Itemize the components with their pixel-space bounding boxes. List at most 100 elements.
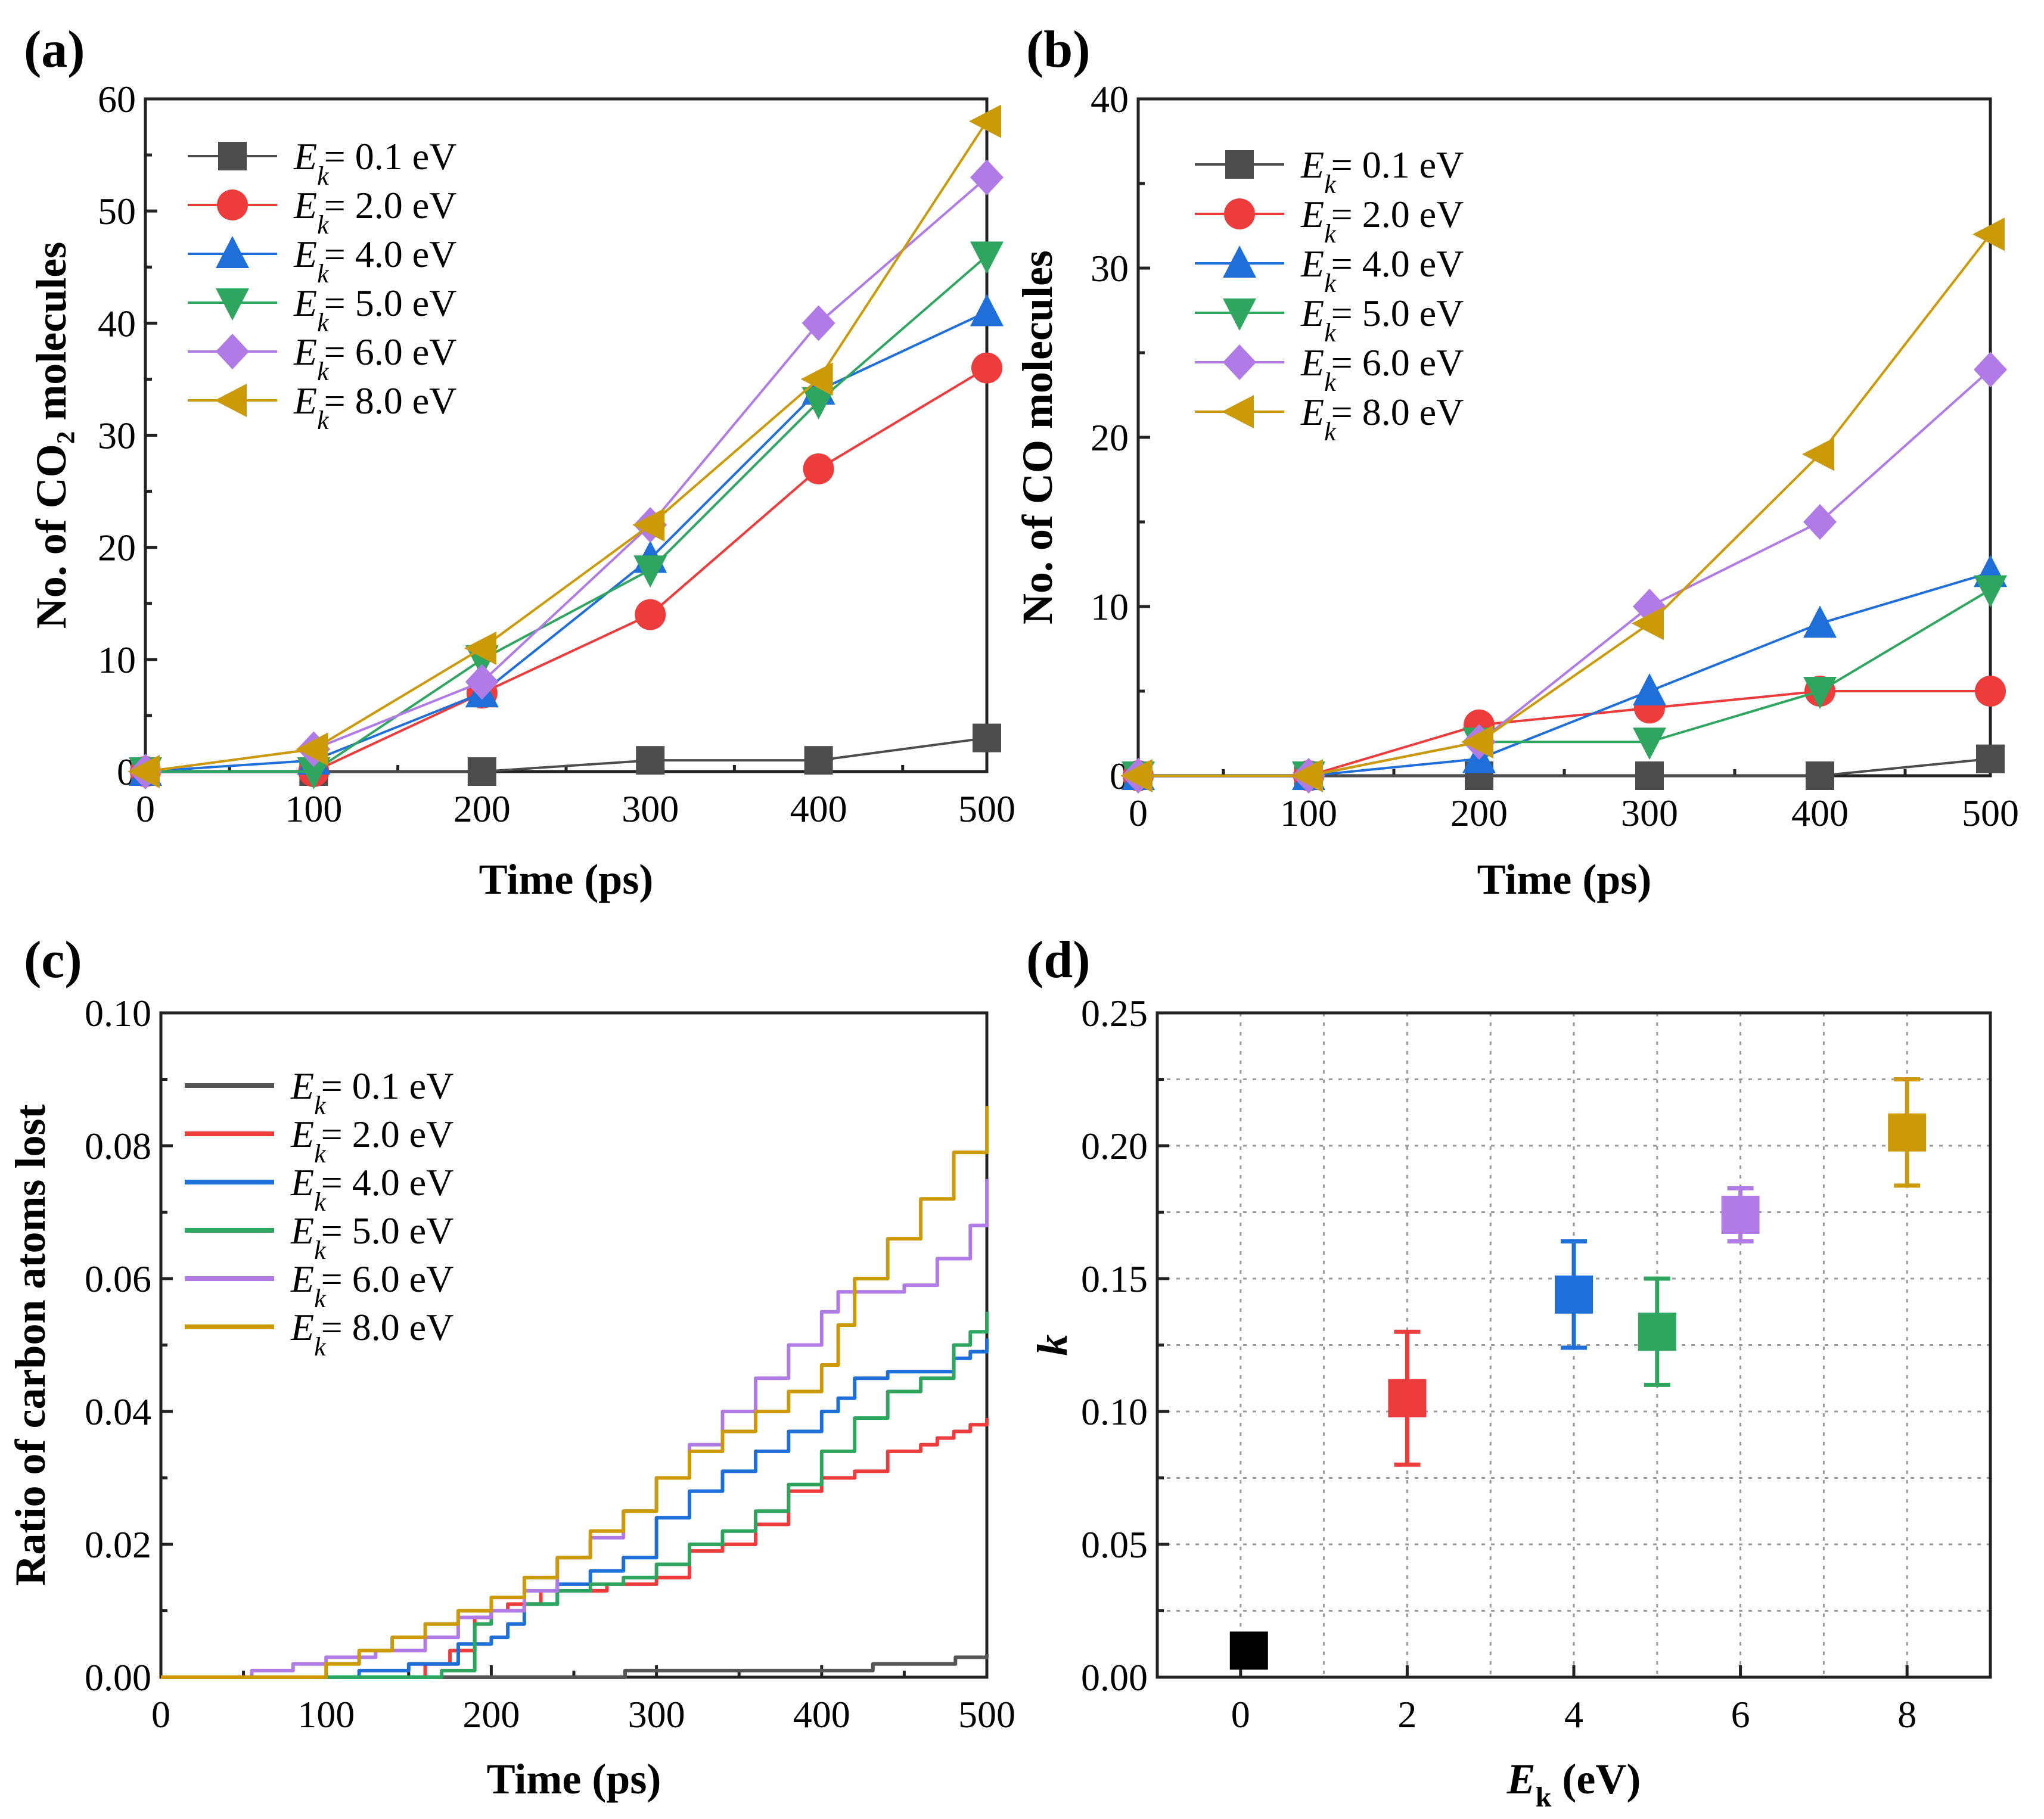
panel-label: (b) <box>1026 21 1091 79</box>
legend-var: E <box>290 1209 314 1252</box>
series-3-point-4 <box>1803 677 1837 709</box>
series-3-point-4 <box>802 387 835 420</box>
x-tick-label: 500 <box>1962 792 2019 834</box>
legend-text: = 6.0 eV <box>324 331 457 373</box>
legend-text: = 6.0 eV <box>321 1258 454 1300</box>
legend-marker-2 <box>1223 245 1256 278</box>
y-tick-label: 30 <box>98 415 136 457</box>
series-2-point-5 <box>970 294 1004 327</box>
x-axis-label-sub: k <box>1536 1781 1552 1813</box>
x-axis-label: Ek (eV) <box>1506 1755 1641 1813</box>
series-0-point-4 <box>804 746 833 775</box>
legend-text: = 4.0 eV <box>321 1161 454 1204</box>
legend-label-5: Ek= 8.0 eV <box>1300 391 1464 446</box>
data-point-1 <box>1388 1379 1427 1417</box>
y-tick-label: 0.06 <box>85 1258 151 1300</box>
y-tick-label: 10 <box>1091 586 1129 628</box>
legend-text: = 5.0 eV <box>1331 292 1464 334</box>
series-0-point-5 <box>973 723 1001 753</box>
x-tick-label: 0 <box>1129 792 1148 834</box>
series-5-point-0 <box>1120 759 1153 792</box>
legend-text: = 4.0 eV <box>1331 242 1464 285</box>
series-5-point-1 <box>1291 759 1323 792</box>
x-tick-label: 4 <box>1564 1693 1583 1736</box>
y-axis-label: No. of CO molecules <box>1014 250 1061 624</box>
legend-text: = 0.1 eV <box>324 135 457 178</box>
legend-text: = 8.0 eV <box>324 380 457 422</box>
legend-marker-3 <box>216 288 249 321</box>
panel-c: 0 100 200 300 400 500 0.00 0.02 0.04 0.06 0.08 0.10… <box>7 931 1015 1803</box>
y-tick-label: 0.20 <box>1081 1125 1148 1167</box>
data-point-4 <box>1721 1195 1760 1234</box>
y-axis-label: k <box>1029 1335 1076 1356</box>
legend-marker-4 <box>216 334 249 369</box>
y-tick-label: 0.10 <box>1081 1391 1148 1433</box>
legend-var: E <box>1300 341 1324 384</box>
x-tick-label: 100 <box>1280 792 1337 834</box>
legend-var: E <box>293 380 317 422</box>
legend-text: = 2.0 eV <box>324 184 457 226</box>
legend-label-3: Ek= 5.0 eV <box>1300 292 1464 347</box>
legend-marker-2 <box>216 236 249 268</box>
series-3-point-5 <box>970 241 1004 274</box>
legend-label-1: Ek= 2.0 eV <box>1300 193 1464 248</box>
x-tick-label: 400 <box>793 1693 850 1736</box>
x-axis-label-var: E <box>1506 1755 1536 1803</box>
series-line-1 <box>1138 690 1990 777</box>
series-5-point-4 <box>800 362 833 396</box>
legend-text: = 0.1 eV <box>321 1065 454 1107</box>
panel-d: 0 2 4 6 80.000.050.100.150.200.25(d)Ek (eV)k <box>1026 931 1992 1813</box>
x-axis-label: Time (ps) <box>1477 856 1652 903</box>
legend-sub: k <box>314 1139 327 1168</box>
legend-text: = 4.0 eV <box>324 233 457 275</box>
series-5-point-1 <box>296 732 328 766</box>
legend-var: E <box>290 1306 314 1348</box>
series-4-point-5 <box>970 159 1004 195</box>
series-line-3 <box>145 254 988 773</box>
legend-label-0: Ek= 0.1 eV <box>293 135 456 191</box>
series-4-point-2 <box>465 664 499 700</box>
x-tick-label: 0 <box>1231 1693 1250 1736</box>
y-tick-label: 40 <box>98 302 136 344</box>
series-line-4 <box>145 176 988 773</box>
series-5-point-4 <box>1802 437 1834 471</box>
legend-label-4: Ek= 6.0 eV <box>1300 341 1464 397</box>
legend-var: E <box>290 1065 314 1107</box>
legend-sub: k <box>1324 170 1337 199</box>
legend-marker-4 <box>1223 344 1256 380</box>
series-line-5 <box>161 1106 989 1679</box>
data-point-2 <box>1555 1275 1593 1314</box>
legend-sub: k <box>317 210 330 240</box>
legend-label-5: Ek= 8.0 eV <box>290 1306 453 1361</box>
legend-sub: k <box>317 161 330 191</box>
legend-sub: k <box>317 259 330 288</box>
legend-sub: k <box>1324 318 1337 347</box>
series-5-point-2 <box>464 632 496 666</box>
legend-marker-3 <box>1223 298 1256 331</box>
y-tick-label: 40 <box>1091 78 1129 120</box>
legend-label-0: Ek= 0.1 eV <box>1300 144 1464 199</box>
series-5-point-3 <box>1632 607 1664 640</box>
legend-var: E <box>290 1161 314 1204</box>
panel-label: (c) <box>24 931 82 989</box>
series-0-point-2 <box>467 757 496 786</box>
series-line-4 <box>1138 368 1992 777</box>
series-5-point-5 <box>1972 217 2005 251</box>
y-tick-label: 0.05 <box>1081 1523 1148 1566</box>
axes-frame <box>144 97 989 773</box>
series-3-point-3 <box>633 555 667 588</box>
series-0-point-4 <box>1806 761 1834 790</box>
y-tick-label: 10 <box>98 639 136 681</box>
legend-text: = 2.0 eV <box>321 1113 454 1155</box>
legend-marker-0 <box>1225 150 1254 179</box>
x-tick-label: 500 <box>958 788 1015 830</box>
series-4-point-4 <box>1803 504 1837 540</box>
y-tick-label: 50 <box>98 190 136 232</box>
legend-sub: k <box>317 357 330 386</box>
legend-sub: k <box>317 308 330 337</box>
legend-var: E <box>1300 292 1324 334</box>
series-0-point-3 <box>1635 761 1664 790</box>
panel-label: (a) <box>24 21 85 79</box>
data-point-3 <box>1638 1313 1676 1351</box>
